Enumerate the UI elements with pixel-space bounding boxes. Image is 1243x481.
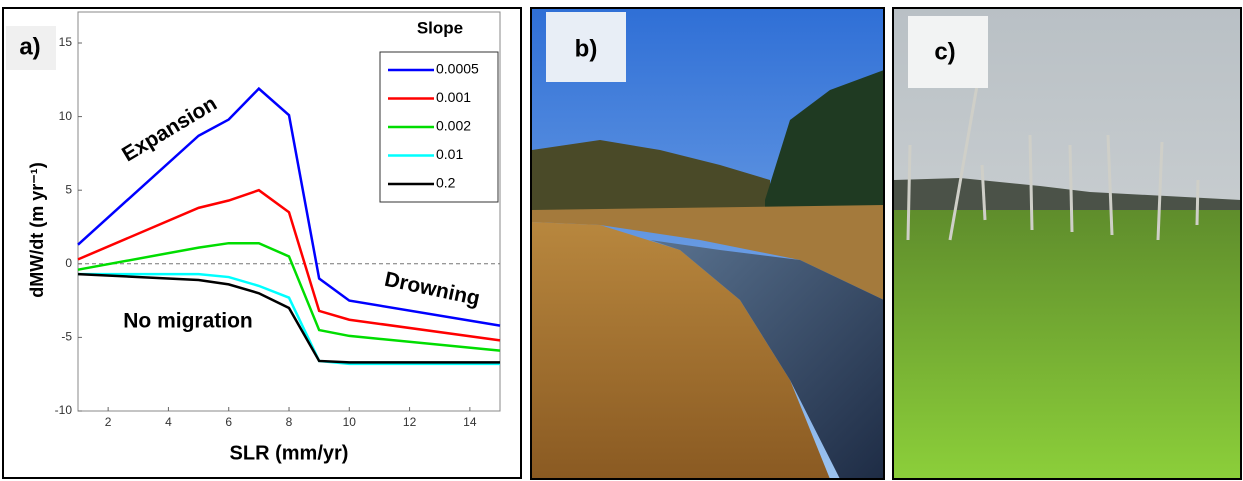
x-tick-label: 2 bbox=[105, 415, 112, 429]
legend-label: 0.0005 bbox=[436, 61, 479, 77]
series-line bbox=[77, 188, 501, 342]
legend-title: Slope bbox=[417, 18, 463, 37]
series-line bbox=[77, 272, 500, 364]
annotation: No migration bbox=[123, 310, 253, 333]
y-tick-label: 5 bbox=[65, 182, 72, 196]
legend-label: 0.001 bbox=[436, 89, 471, 105]
legend-label: 0.002 bbox=[436, 118, 471, 134]
x-tick-label: 10 bbox=[343, 415, 357, 429]
photo-label: c) bbox=[934, 38, 955, 65]
x-tick-label: 12 bbox=[403, 415, 417, 429]
x-tick-label: 6 bbox=[225, 415, 232, 429]
photo-label: b) bbox=[575, 35, 598, 62]
panel-label-box bbox=[6, 26, 56, 70]
y-tick-label: 0 bbox=[65, 256, 72, 270]
y-tick-label: -10 bbox=[55, 403, 73, 417]
y-tick-label: 10 bbox=[59, 109, 73, 123]
photo-c: c) bbox=[892, 7, 1242, 480]
x-tick-label: 14 bbox=[463, 415, 477, 429]
series-line bbox=[77, 86, 501, 327]
x-tick-label: 4 bbox=[165, 415, 172, 429]
panel-label: a) bbox=[19, 33, 40, 60]
x-tick-label: 8 bbox=[286, 415, 293, 429]
y-tick-label: -5 bbox=[61, 330, 72, 344]
y-tick-label: 15 bbox=[59, 35, 73, 49]
legend-label: 0.01 bbox=[436, 146, 463, 162]
series-line bbox=[77, 241, 501, 352]
photo-b: b) bbox=[530, 7, 885, 480]
x-axis-label: SLR (mm/yr) bbox=[230, 442, 349, 464]
y-axis-label: dMW/dt (m yr⁻¹) bbox=[27, 162, 47, 297]
legend-label: 0.2 bbox=[436, 175, 456, 191]
